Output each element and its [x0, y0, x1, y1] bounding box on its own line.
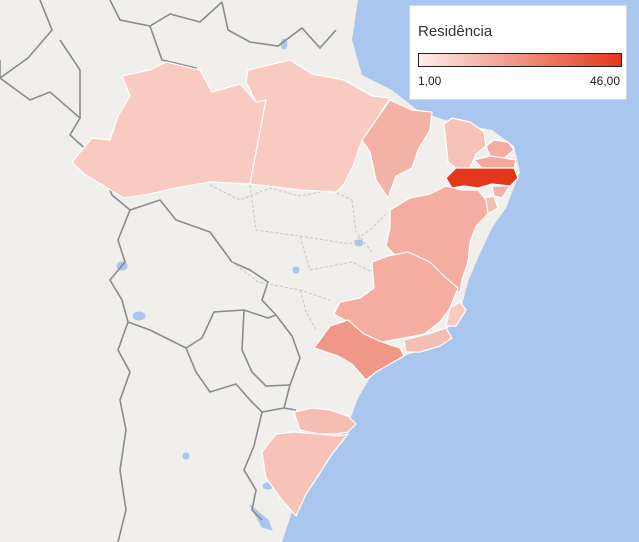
legend-color-scale — [418, 53, 622, 67]
region-amazonas[interactable] — [71, 61, 267, 199]
region-ceara[interactable] — [443, 117, 487, 171]
region-para[interactable] — [245, 59, 391, 193]
legend-title: Residência — [418, 23, 493, 40]
region-rio-grande-do-sul[interactable] — [261, 431, 349, 517]
region-alagoas[interactable] — [491, 185, 511, 199]
state-regions — [71, 59, 519, 517]
region-minas-gerais[interactable] — [333, 251, 459, 343]
map-legend: Residência 1,00 46,00 — [409, 5, 627, 100]
region-espirito-santo[interactable] — [445, 301, 467, 327]
region-maranhao[interactable] — [361, 99, 433, 199]
region-rio-de-janeiro[interactable] — [403, 327, 453, 353]
region-pernambuco[interactable] — [445, 167, 519, 189]
region-parana[interactable] — [293, 407, 357, 435]
region-sao-paulo[interactable] — [313, 319, 405, 381]
legend-min-label: 1,00 — [418, 74, 442, 88]
legend-max-label: 46,00 — [589, 74, 620, 88]
country-borders — [0, 0, 337, 542]
water-features — [116, 38, 364, 531]
